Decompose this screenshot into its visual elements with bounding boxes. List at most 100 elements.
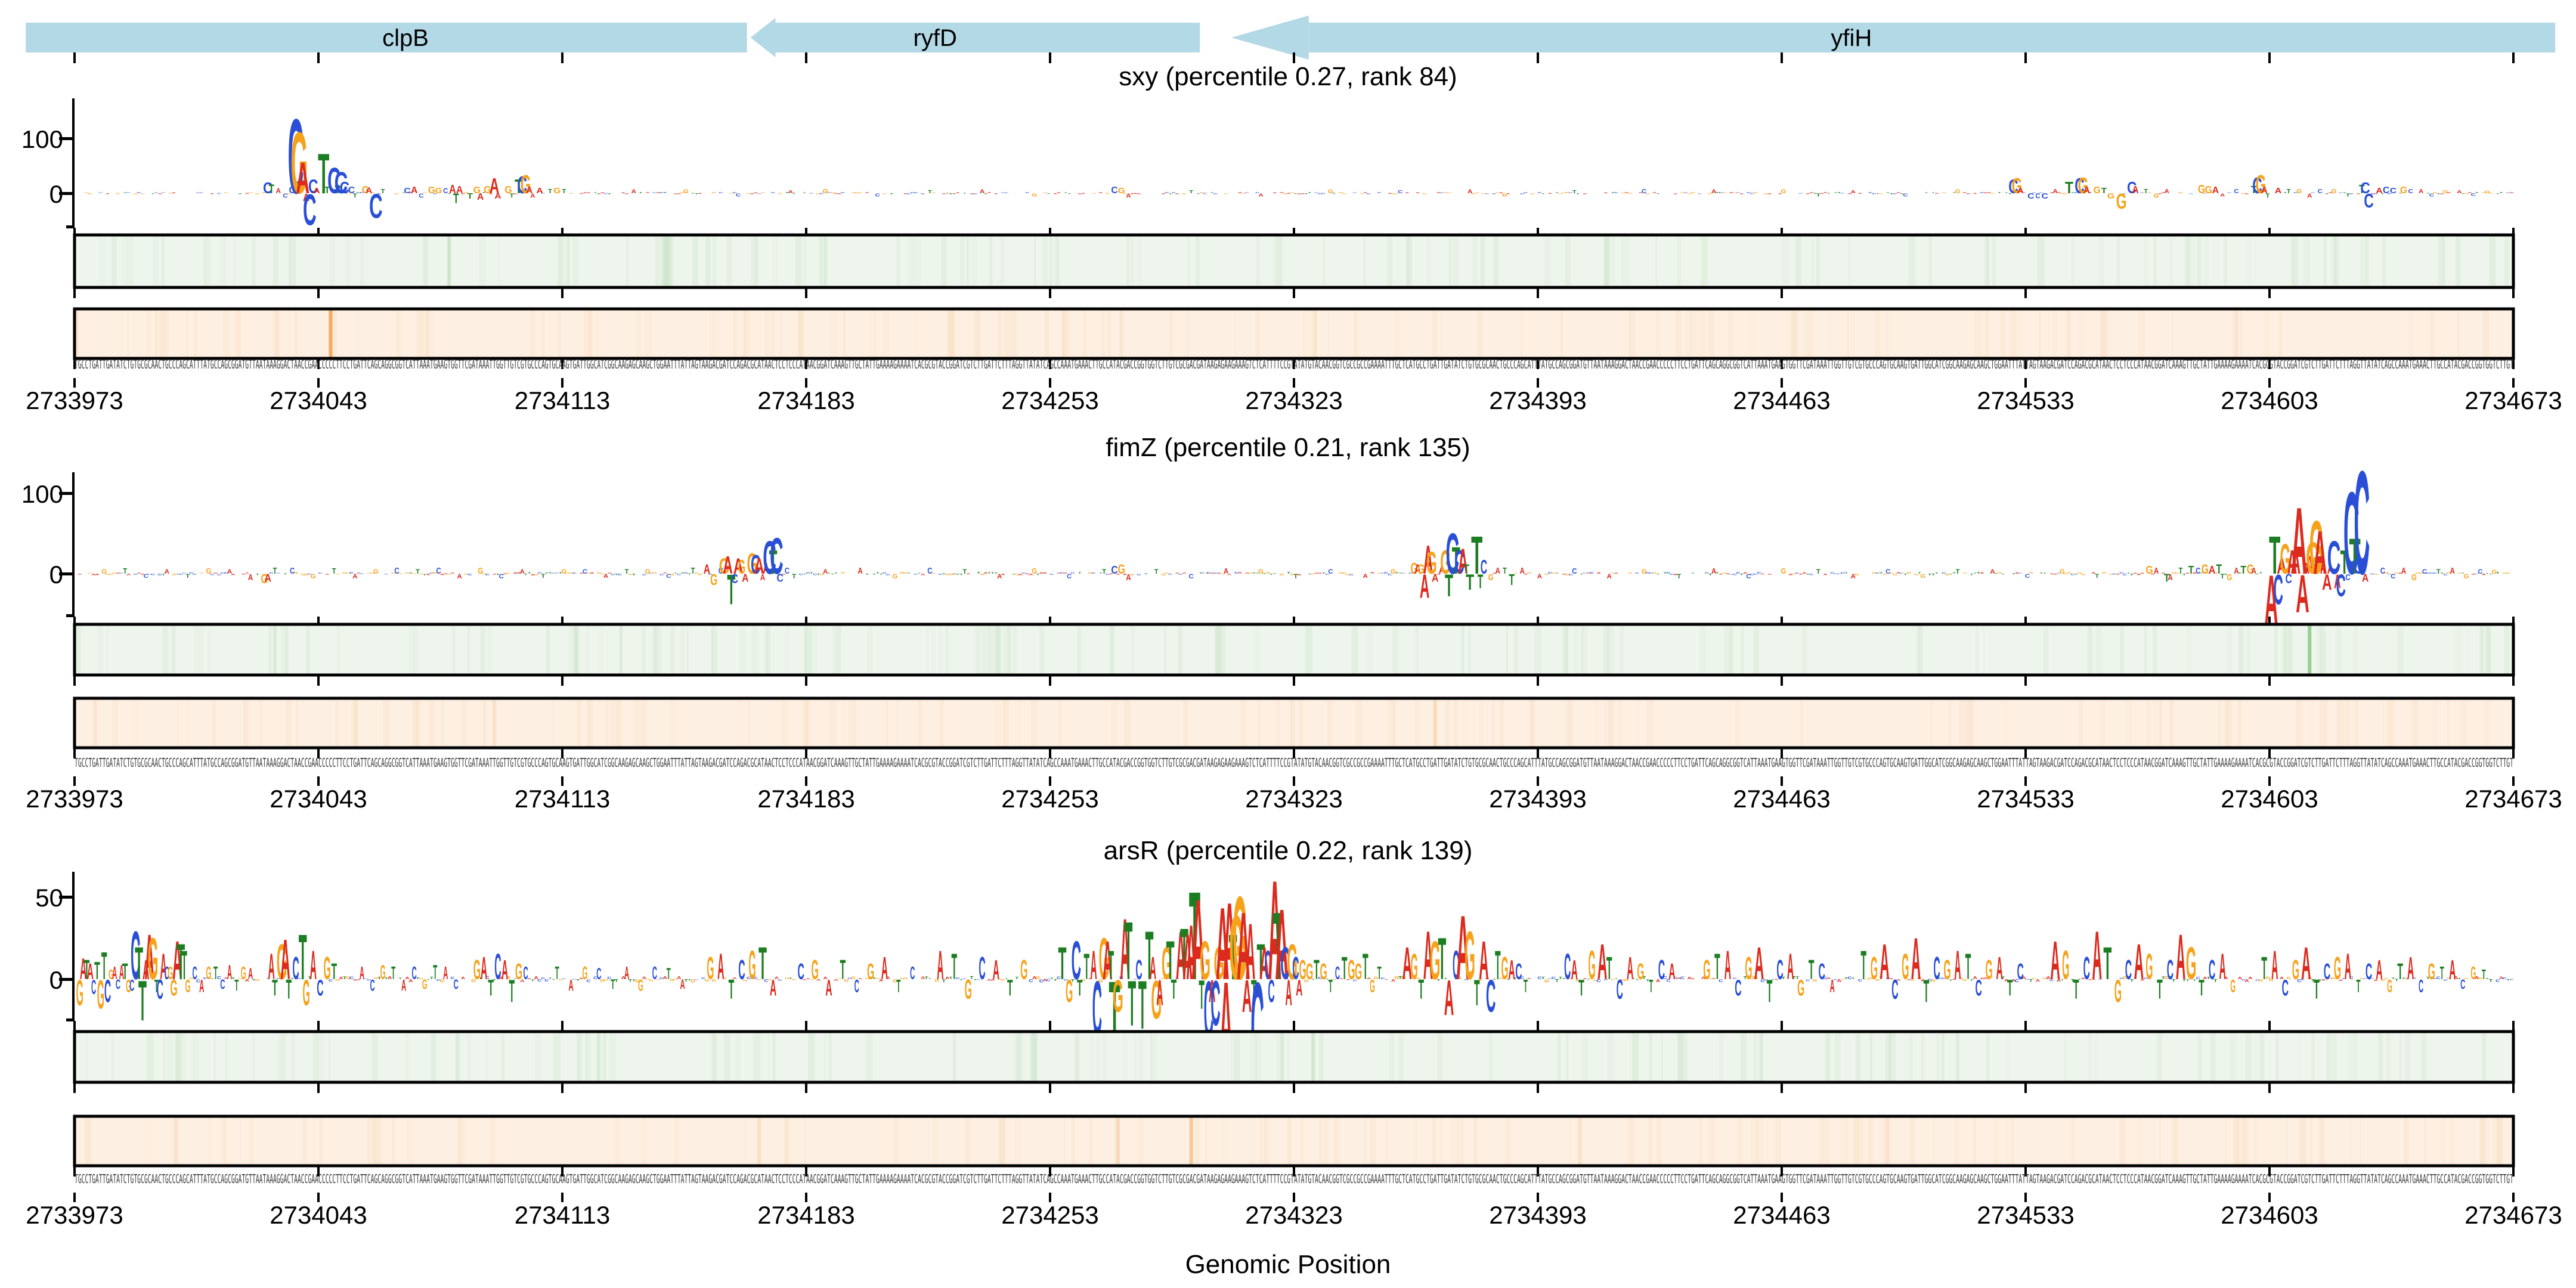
logo-spike-letter-A: A: [788, 190, 793, 195]
logo-spike-letter-T: T: [94, 956, 100, 985]
green-strip-fimZ-texture: [1254, 624, 1259, 675]
logo-spike-letter-T: T: [1102, 568, 1106, 575]
orange-strip-fimZ-texture: [2311, 698, 2314, 748]
gene-axis-tick: [2268, 52, 2271, 63]
logo-noise-letter: T: [576, 979, 580, 982]
logo-noise-letter: C: [2388, 193, 2392, 195]
logo-noise-letter: C: [911, 192, 915, 194]
orange-strip-arsR-texture: [1451, 1116, 1458, 1166]
orange-strip-fimZ-texture: [1240, 698, 1247, 748]
orange-strip-sxy-texture: [1655, 309, 1660, 358]
logo-spike-letter-C: C: [1328, 568, 1333, 575]
logo-noise-letter: T: [1900, 193, 1905, 195]
logo-spike-letter-G: G: [1118, 187, 1125, 195]
logo-noise-letter: C: [593, 976, 597, 980]
logo-noise-letter: C: [158, 573, 163, 576]
green-strip-arsR-texture: [767, 1032, 769, 1082]
orange-strip-fimZ-texture: [2296, 698, 2302, 748]
logo-noise-letter: A: [1025, 574, 1029, 575]
green-strip-sxy-texture: [1984, 235, 1988, 287]
logo-spike-letter-C: C: [2366, 959, 2372, 984]
logo-noise-letter: T: [803, 193, 807, 194]
logo-noise-letter: C: [2433, 977, 2438, 979]
logo-spike-letter-T: T: [1471, 526, 1482, 586]
logo-noise-letter: A: [2140, 979, 2145, 981]
orange-strip-sxy-texture: [166, 309, 169, 358]
logo-spike-letter-T: T: [1474, 973, 1480, 1013]
logo-noise-letter: T: [632, 573, 636, 576]
logo-noise-letter: G: [837, 979, 842, 980]
orange-strip-arsR-texture: [2119, 1116, 2126, 1166]
logo-noise-letter: C: [962, 978, 967, 980]
logo-noise-letter: G: [248, 193, 253, 194]
green-strip-fimZ-texture: [834, 624, 841, 675]
logo-noise-letter: G: [1865, 979, 1869, 980]
green-strip-sxy-texture: [208, 235, 211, 287]
logo-noise-letter: A: [1624, 192, 1629, 194]
orange-strip-sxy-texture: [1101, 309, 1106, 358]
orange-strip-sxy-texture: [829, 309, 837, 358]
green-strip-arsR-texture: [1139, 1032, 1144, 1082]
logo-noise-letter: A: [1272, 193, 1277, 194]
logo-noise-letter: T: [1054, 979, 1058, 982]
logo-noise-letter: C: [2506, 193, 2510, 194]
green-strip-tick-sxy: [805, 287, 807, 298]
orange-strip-fimZ-texture: [1355, 698, 1363, 748]
logo-spike-letter-C: C: [129, 977, 134, 995]
logo-spike-letter-C: C: [2017, 959, 2024, 984]
logo-noise-letter: T: [2485, 574, 2490, 575]
logo-noise-letter: G: [1813, 979, 1818, 982]
logo-noise-letter: G: [1527, 572, 1532, 574]
logo-noise-letter: G: [785, 977, 789, 980]
logo-x-tick-sxy: [2512, 228, 2515, 237]
green-strip-fimZ-texture: [1110, 624, 1114, 675]
green-strip-sxy-texture: [207, 235, 209, 287]
logo-spike-letter-A: A: [456, 184, 463, 196]
green-strip-sxy-texture: [2038, 235, 2045, 287]
logo-noise-letter: C: [2039, 193, 2044, 194]
green-strip-arsR-texture: [1607, 1032, 1614, 1082]
logo-spike-letter-A: A: [1996, 950, 2003, 986]
orange-strip-arsR-bg: [75, 1116, 2513, 1166]
green-strip-arsR-texture: [1870, 1032, 1873, 1082]
logo-x-tick-arsR: [2024, 1021, 2027, 1030]
orange-strip-sxy-texture: [881, 309, 889, 358]
logo-spike-letter-T: T: [1180, 913, 1188, 995]
logo-noise-letter: G: [1360, 193, 1364, 194]
logo-noise-letter: G: [844, 979, 849, 983]
logo-x-tick-arsR: [1781, 1021, 1783, 1030]
logo-noise-letter: C: [1165, 191, 1169, 193]
logo-noise-letter: A: [858, 978, 863, 980]
logo-noise-letter: G: [945, 573, 950, 575]
logo-noise-letter: G: [1690, 191, 1695, 194]
logo-noise-letter: A: [1962, 191, 1967, 193]
logo-spike-letter-T: T: [1463, 562, 1469, 577]
panel-title-arsR: arsR (percentile 0.22, rank 139): [1103, 836, 1473, 865]
logo-noise-letter: A: [1701, 976, 1705, 980]
orange-strip-fimZ-texture: [1493, 698, 1495, 748]
logo-noise-letter: T: [2224, 573, 2228, 575]
orange-strip-arsR-texture: [1737, 1116, 1743, 1166]
logo-spike-letter-A: A: [1156, 973, 1163, 1013]
orange-strip-sxy-texture: [1676, 309, 1682, 358]
logo-noise-letter: T: [2381, 193, 2385, 194]
logo-noise-letter: A: [677, 975, 682, 980]
logo-noise-letter: C: [151, 573, 156, 575]
orange-strip-arsR-texture: [1883, 1116, 1888, 1166]
logo-noise-letter: T: [1270, 573, 1274, 575]
logo-noise-letter: G: [2210, 192, 2215, 194]
orange-strip-arsR-texture: [174, 1116, 178, 1166]
logo-noise-letter: C: [1799, 193, 1803, 194]
logo-noise-letter: T: [1879, 572, 1883, 574]
green-strip-sxy-texture: [1188, 235, 1190, 287]
logo-noise-letter: T: [1444, 977, 1448, 980]
logo-noise-letter: T: [531, 979, 534, 982]
orange-strip-arsR-texture: [2319, 1116, 2326, 1166]
logo-noise-letter: T: [2075, 573, 2079, 575]
orange-strip-sxy-texture: [300, 309, 302, 358]
green-strip-arsR-texture: [535, 1032, 541, 1082]
logo-spike-letter-G: G: [504, 184, 512, 196]
logo-noise-letter: C: [956, 977, 961, 980]
orange-strip-fimZ-texture: [995, 698, 1002, 748]
orange-strip-arsR-texture: [784, 1116, 791, 1166]
